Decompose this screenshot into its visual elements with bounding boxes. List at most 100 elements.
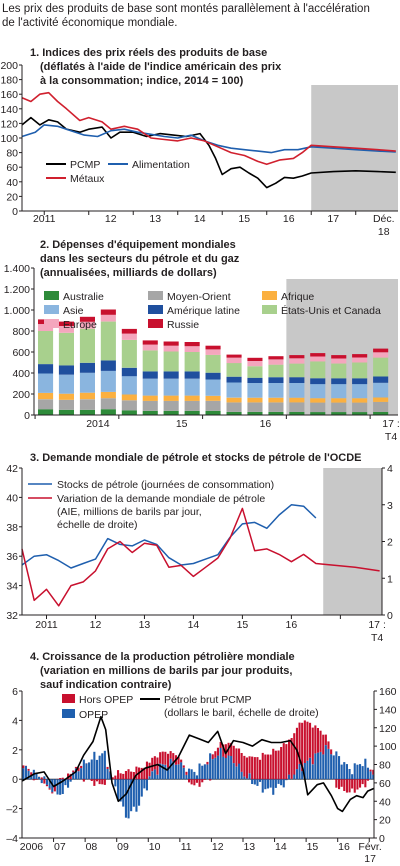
- p4-bar-hors-opep: [69, 773, 72, 780]
- p4-bar-opep: [195, 775, 198, 780]
- p2-bar-etats-unis-et-canada: [331, 363, 347, 379]
- p4-bar-opep: [314, 753, 317, 780]
- p4-bar-opep: [206, 764, 209, 780]
- p4-ytick-right-label: 20: [379, 815, 391, 827]
- p4-ytick-left-label: –2: [6, 804, 18, 816]
- p1-ytick-label: 140: [0, 104, 18, 116]
- p2-bar-russie: [373, 348, 389, 353]
- p4-bar-hors-opep: [316, 728, 319, 753]
- p4-bar-opep: [285, 779, 288, 781]
- p2-bar-moyen-orient: [205, 400, 221, 411]
- p2-xtick-label: 17 :: [382, 418, 400, 430]
- p4-bar-opep: [40, 779, 43, 784]
- p4-bar-hors-opep: [343, 779, 346, 791]
- p4-bar-hors-opep: [327, 741, 330, 749]
- p4-bar-hors-opep: [274, 750, 277, 780]
- p4-bar-hors-opep: [335, 779, 338, 788]
- p2-bar-afrique: [58, 393, 74, 400]
- p2-bar-australie: [331, 412, 347, 415]
- p2-bar-amerique-latine: [205, 372, 221, 380]
- p2-bar-moyen-orient: [247, 402, 263, 412]
- p4-bar-opep: [211, 759, 214, 780]
- p3-xtick-label: 12: [90, 619, 102, 631]
- p2-bar-australie: [205, 410, 221, 415]
- p2-bar-etats-unis-et-canada: [58, 332, 74, 366]
- p1-xtick-label: 14: [194, 213, 206, 225]
- p4-bar-opep: [161, 764, 164, 780]
- p4-bar-opep: [224, 758, 227, 780]
- p1-series-metaux: [21, 91, 396, 166]
- p2-bar-amerique-latine: [331, 378, 347, 385]
- p4-bar-opep: [72, 772, 75, 780]
- p1-xtick-label: 18: [378, 226, 390, 238]
- p4-bar-hors-opep: [201, 779, 204, 783]
- p2-bar-moyen-orient: [100, 398, 116, 410]
- p2-bar-australie: [289, 411, 305, 415]
- panel-4-bars: [22, 720, 375, 819]
- p4-ytick-left-label: 4: [12, 715, 18, 727]
- p4-bar-hors-opep: [159, 752, 162, 764]
- p2-bar-asie: [373, 382, 389, 398]
- p4-bar-hors-opep: [253, 757, 256, 780]
- p2-ytick-label: 400: [12, 368, 30, 380]
- p2-bar-russie: [184, 342, 200, 347]
- p2-bar-amerique-latine: [100, 360, 116, 371]
- p4-bar-opep: [235, 766, 238, 780]
- p4-bar-hors-opep: [248, 756, 251, 774]
- p2-bar-afrique: [184, 395, 200, 401]
- p4-bar-hors-opep: [298, 722, 301, 764]
- panel-1: 0 20 40 60 80 100 120 140 160 180 200 2011 12 13 14 15…: [0, 47, 398, 238]
- p2-bar-amerique-latine: [184, 371, 200, 379]
- p3-ytick-right-label: 3: [387, 500, 393, 512]
- p2-bar-australie: [38, 409, 54, 415]
- p4-bar-hors-opep: [277, 750, 280, 780]
- p4-bar-opep: [124, 779, 127, 818]
- p2-bar-amerique-latine: [58, 365, 74, 375]
- p2-bar-etats-unis-et-canada: [163, 351, 179, 372]
- p3-series-stocks-de-petrole-journees-de-: [21, 504, 317, 569]
- p2-bar-moyen-orient: [268, 402, 284, 412]
- p4-bar-hors-opep: [82, 779, 85, 782]
- p4-bar-hors-opep: [245, 757, 248, 779]
- p4-bar-hors-opep: [45, 784, 48, 787]
- p4-bar-hors-opep: [124, 771, 127, 780]
- p4-bar-opep: [138, 779, 141, 806]
- p4-bar-opep: [351, 774, 354, 780]
- p4-bar-hors-opep: [243, 755, 246, 777]
- p2-bar-amerique-latine: [289, 377, 305, 383]
- p2-bar-amerique-latine: [38, 364, 54, 374]
- p4-bar-opep: [227, 755, 230, 780]
- p2-bar-amerique-latine: [352, 378, 368, 385]
- p4-bar-opep: [188, 768, 191, 780]
- p2-bar-europe: [79, 321, 95, 329]
- p4-ytick-right-label: 0: [379, 833, 385, 845]
- p4-bar-hors-opep: [177, 757, 180, 765]
- p3-ytick-left-label: 42: [6, 463, 18, 475]
- p4-xtick-label: Févr.: [358, 841, 381, 853]
- p4-bar-opep: [30, 776, 33, 780]
- p4-bar-opep: [311, 764, 314, 780]
- p2-bar-amerique-latine: [142, 371, 158, 379]
- p2-bar-afrique: [352, 398, 368, 403]
- p4-bar-hors-opep: [309, 722, 312, 758]
- p3-xtick-label: 2011: [35, 619, 58, 631]
- p2-legend-swatch-amerique-latine: [148, 305, 163, 314]
- p2-bar-australie: [268, 411, 284, 415]
- p2-bar-afrique: [142, 395, 158, 401]
- panel-1-series: [21, 91, 396, 189]
- p4-bar-hors-opep: [285, 744, 288, 780]
- p2-bar-russie: [205, 345, 221, 350]
- p4-bar-hors-opep: [103, 779, 106, 785]
- p4-bar-opep: [364, 758, 367, 780]
- p4-bar-opep: [38, 776, 41, 780]
- p4-bar-hors-opep: [188, 779, 191, 783]
- panel-4-x-ticks: 2006 07 08 09 10 11 12 13 14 15 16 Févr.17: [20, 838, 382, 865]
- p4-bar-opep: [240, 771, 243, 780]
- p4-bar-opep: [77, 771, 80, 780]
- p1-xtick-label: 15: [238, 213, 250, 225]
- p4-bar-hors-opep: [369, 769, 372, 772]
- p4-xtick-label: 10: [149, 841, 161, 853]
- p4-bar-opep: [109, 772, 112, 780]
- p2-bar-europe: [268, 359, 284, 365]
